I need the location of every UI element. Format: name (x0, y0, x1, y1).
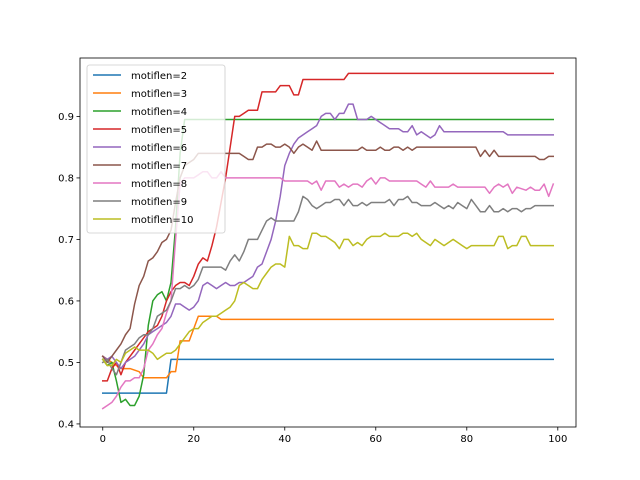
y-tick-label: 0.7 (58, 235, 74, 246)
series-line-motiflen-10 (101, 232, 554, 367)
y-tick-label: 0.9 (58, 112, 74, 123)
legend-label: motiflen=2 (131, 71, 187, 82)
series-line-motiflen-9 (101, 195, 554, 376)
legend-label: motiflen=8 (131, 179, 187, 190)
legend-label: motiflen=6 (131, 143, 187, 154)
legend: motiflen=2 motiflen=3 motiflen=4 motiflen=5… (86, 64, 226, 234)
x-tick-label: 0 (100, 434, 106, 445)
legend-label: motiflen=3 (131, 89, 187, 100)
legend-label: motiflen=7 (131, 161, 187, 172)
legend-label: motiflen=4 (131, 107, 187, 118)
y-tick-label: 0.8 (58, 173, 74, 184)
x-tick-label: 80 (460, 434, 473, 445)
y-tick-label: 0.5 (58, 358, 74, 369)
x-tick-label: 60 (369, 434, 382, 445)
series-layer (101, 72, 555, 410)
series-line-motiflen-8 (101, 171, 555, 410)
y-tick-label: 0.4 (58, 419, 74, 430)
series-line-motiflen-3 (101, 315, 554, 379)
axes-layer: 0 20 40 60 80 100 0.4 0.5 0.6 0.7 0.8 0.9 (58, 57, 577, 445)
legend-box (86, 64, 226, 234)
legend-label: motiflen=9 (131, 197, 187, 208)
plot-area-frame (79, 57, 577, 428)
series-line-motiflen-7 (101, 140, 554, 364)
legend-label: motiflen=5 (131, 125, 187, 136)
x-tick-label: 20 (187, 434, 200, 445)
x-tick-label: 100 (548, 434, 567, 445)
series-line-motiflen-5 (102, 72, 554, 382)
legend-label: motiflen=10 (131, 215, 193, 226)
y-tick-label: 0.6 (58, 296, 74, 307)
x-tick-label: 40 (278, 434, 291, 445)
series-line-motiflen-2 (102, 358, 554, 394)
